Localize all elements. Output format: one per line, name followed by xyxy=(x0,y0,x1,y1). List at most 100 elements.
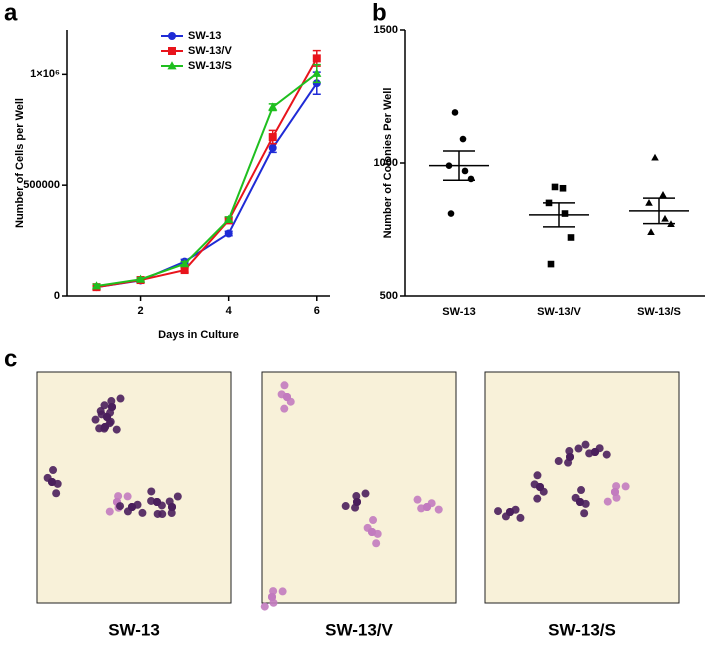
cell xyxy=(153,498,161,506)
cell xyxy=(603,497,612,506)
cell xyxy=(280,404,289,413)
marker xyxy=(167,61,177,70)
x-axis-label: Days in Culture xyxy=(158,329,239,341)
x-tick-label: SW-13/S xyxy=(637,306,681,318)
legend-label: SW-13 xyxy=(188,30,221,42)
cell xyxy=(52,489,61,498)
marker xyxy=(461,167,469,175)
marker xyxy=(651,153,659,161)
cell xyxy=(108,403,116,411)
marker xyxy=(447,210,455,217)
marker xyxy=(312,68,322,77)
series-line xyxy=(96,72,318,288)
cell xyxy=(591,448,599,456)
y-tick-label: 0 xyxy=(54,290,60,302)
cell xyxy=(577,486,586,495)
cell xyxy=(581,440,590,449)
x-tick-label: 2 xyxy=(138,305,144,317)
marker xyxy=(135,274,146,283)
cell xyxy=(91,415,100,424)
cell xyxy=(554,457,563,466)
cell xyxy=(100,401,109,410)
cell xyxy=(158,510,167,519)
micrograph xyxy=(36,371,232,604)
cell xyxy=(147,496,156,505)
marker xyxy=(659,190,667,198)
cell xyxy=(341,502,350,511)
cell xyxy=(536,483,544,491)
y-tick-label: 1500 xyxy=(374,24,398,36)
sem-bar xyxy=(643,197,675,225)
cell xyxy=(621,482,630,491)
marker xyxy=(559,184,567,192)
marker xyxy=(467,175,475,183)
marker xyxy=(645,198,653,206)
cell xyxy=(105,507,114,516)
cell xyxy=(369,516,378,525)
marker xyxy=(180,266,189,275)
legend-label: SW-13/V xyxy=(188,45,232,57)
y-tick-label: 1000 xyxy=(374,157,398,169)
cell xyxy=(494,507,503,516)
y-axis-label: Number of Cells per Well xyxy=(14,98,26,228)
marker xyxy=(661,214,669,222)
marker xyxy=(268,143,277,152)
panel-label: a xyxy=(4,0,18,26)
cell xyxy=(101,423,109,431)
cell xyxy=(167,508,176,517)
marker xyxy=(224,214,234,223)
cell xyxy=(96,407,105,416)
cell xyxy=(48,478,56,486)
marker xyxy=(224,229,233,238)
series-line xyxy=(96,57,318,289)
cell xyxy=(116,394,125,403)
cell xyxy=(147,487,156,496)
x-tick-label: SW-13/V xyxy=(537,306,581,318)
cell xyxy=(353,498,361,506)
cell xyxy=(49,466,58,475)
marker xyxy=(180,259,190,268)
panel-label: c xyxy=(4,345,17,372)
x-tick-label: SW-13 xyxy=(442,306,475,318)
marker xyxy=(561,210,569,217)
cell xyxy=(423,503,431,511)
cell xyxy=(268,593,276,601)
cell xyxy=(533,494,542,503)
cell xyxy=(506,508,514,516)
image-caption: SW-13/S xyxy=(548,620,616,639)
marker xyxy=(567,234,575,241)
marker xyxy=(168,47,176,55)
cell xyxy=(107,397,116,406)
micrograph xyxy=(261,371,457,604)
cell xyxy=(173,492,182,501)
marker xyxy=(268,102,278,111)
marker xyxy=(451,109,459,116)
cell xyxy=(574,444,583,453)
x-tick-label: 6 xyxy=(314,305,320,317)
cell xyxy=(138,508,147,517)
cell xyxy=(516,513,525,522)
cell xyxy=(123,492,132,501)
cell xyxy=(566,453,574,461)
cell xyxy=(361,489,370,498)
cell xyxy=(434,505,443,514)
cell xyxy=(576,498,584,506)
marker xyxy=(168,32,176,40)
y-tick-label: 1×10⁶ xyxy=(30,68,60,80)
marker xyxy=(268,133,277,142)
marker xyxy=(547,260,555,268)
cell xyxy=(128,503,136,511)
cell xyxy=(352,492,361,501)
series-line xyxy=(96,82,318,289)
cell xyxy=(565,447,574,456)
sem-bar xyxy=(543,202,575,228)
marker xyxy=(551,183,559,191)
cell xyxy=(283,393,291,401)
y-tick-label: 500 xyxy=(380,290,398,302)
marker xyxy=(459,135,467,143)
panel-label: b xyxy=(372,0,387,26)
cell xyxy=(602,450,611,459)
y-axis-label: Number of Colonies Per Well xyxy=(382,88,394,239)
y-tick-label: 500000 xyxy=(23,179,60,191)
